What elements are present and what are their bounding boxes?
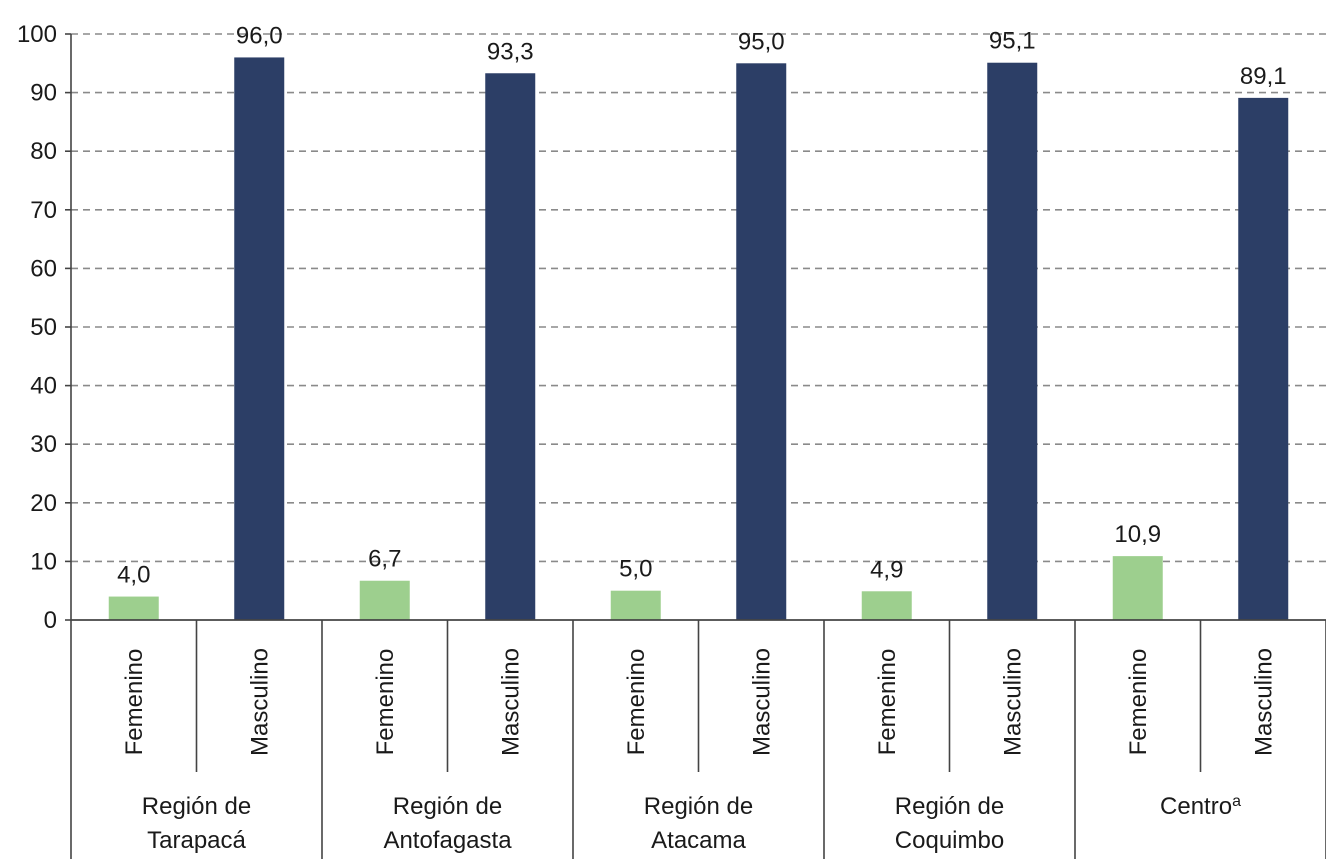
category-label-femenino: Femenino <box>623 649 650 756</box>
data-label: 6,7 <box>368 546 401 573</box>
bar-femenino-4 <box>1112 556 1163 620</box>
group-label-line1: Región de <box>644 793 753 820</box>
y-axis: 0 10 20 30 40 50 60 70 80 90 100 <box>17 21 72 634</box>
bar-masculino-3 <box>987 62 1038 621</box>
bar-masculino-0 <box>234 57 285 620</box>
y-tick-label: 60 <box>30 255 57 282</box>
category-label-femenino: Femenino <box>121 649 148 756</box>
data-label: 95,1 <box>989 28 1036 55</box>
bars <box>108 57 1289 621</box>
y-tick-label: 0 <box>44 607 57 634</box>
bar-femenino-2 <box>610 590 661 620</box>
data-labels: 4,0 96,0 6,7 93,3 5,0 95,0 4,9 95,1 10,9 89,1 <box>117 22 1287 588</box>
data-label: 89,1 <box>1240 63 1287 90</box>
data-label: 93,3 <box>487 38 534 65</box>
y-tick-label: 90 <box>30 80 57 107</box>
y-tick-label: 40 <box>30 373 57 400</box>
category-label-masculino: Masculino <box>999 648 1026 756</box>
bar-masculino-1 <box>485 73 536 620</box>
category-label-masculino: Masculino <box>246 648 273 756</box>
y-tick-label: 10 <box>30 548 57 575</box>
y-tick-label: 20 <box>30 490 57 517</box>
group-label-superscript: a <box>1232 793 1241 810</box>
data-label: 5,0 <box>619 556 652 583</box>
bar-femenino-0 <box>108 596 159 620</box>
category-label-femenino: Femenino <box>372 649 399 756</box>
category-label-masculino: Masculino <box>497 648 524 756</box>
data-label: 10,9 <box>1114 521 1161 548</box>
y-tick-label: 30 <box>30 431 57 458</box>
category-label-femenino: Femenino <box>874 649 901 756</box>
data-label: 4,9 <box>870 556 903 583</box>
bar-masculino-4 <box>1238 97 1289 620</box>
y-tick-label: 80 <box>30 138 57 165</box>
y-tick-label: 70 <box>30 197 57 224</box>
bar-femenino-1 <box>359 580 410 620</box>
group-label-text: Centro <box>1160 793 1232 820</box>
data-label: 96,0 <box>236 22 283 49</box>
group-label-line2: Atacama <box>651 827 746 854</box>
data-label: 95,0 <box>738 28 785 55</box>
group-label-line1: Región de <box>142 793 251 820</box>
bar-masculino-2 <box>736 63 787 621</box>
category-label-femenino: Femenino <box>1125 649 1152 756</box>
group-label-line2: Antofagasta <box>383 827 512 854</box>
y-tick-label: 50 <box>30 314 57 341</box>
group-label-line2: Coquimbo <box>895 827 1004 854</box>
group-label-line1: Región de <box>895 793 1004 820</box>
y-tick-label: 100 <box>17 21 57 48</box>
category-label-masculino: Masculino <box>1250 648 1277 756</box>
group-label-line2: Tarapacá <box>147 827 246 854</box>
data-label: 4,0 <box>117 562 150 589</box>
group-label: Centroa <box>1160 793 1241 820</box>
group-label-line1: Región de <box>393 793 502 820</box>
x-axis: Femenino Masculino Región de Tarapacá Femeni… <box>70 619 1326 859</box>
category-label-masculino: Masculino <box>748 648 775 756</box>
bar-femenino-3 <box>861 591 912 620</box>
